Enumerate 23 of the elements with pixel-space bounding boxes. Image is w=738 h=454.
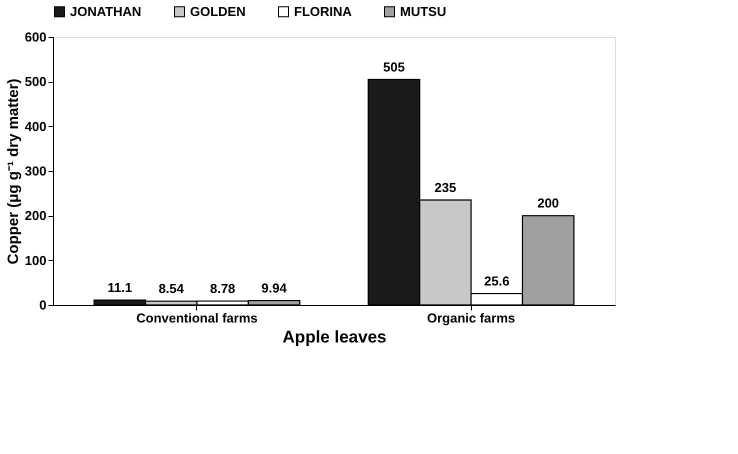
data-label: 25.6 bbox=[484, 274, 510, 289]
y-tick-label: 600 bbox=[24, 30, 46, 44]
data-label: 505 bbox=[383, 59, 405, 74]
y-tick-label: 0 bbox=[39, 298, 46, 312]
legend-label: FLORINA bbox=[294, 4, 352, 19]
y-tick-label: 500 bbox=[24, 74, 46, 90]
legend-label: MUTSU bbox=[400, 4, 446, 19]
x-axis-title: Apple leaves bbox=[282, 328, 386, 346]
data-label: 8.54 bbox=[158, 281, 185, 296]
data-label: 9.94 bbox=[261, 280, 288, 296]
y-axis-title: Copper (μg g⁻¹ dry matter) bbox=[4, 78, 22, 264]
data-label: 8.78 bbox=[210, 281, 236, 296]
legend-label: JONATHAN bbox=[70, 4, 142, 19]
data-label: 11.1 bbox=[108, 280, 132, 296]
y-tick-label: 200 bbox=[24, 208, 46, 224]
data-label: 235 bbox=[434, 180, 456, 196]
y-tick-label: 400 bbox=[24, 118, 46, 134]
x-tick-label: Conventional farms bbox=[136, 310, 258, 326]
x-tick-label: Organic farms bbox=[426, 310, 516, 326]
y-tick-label: 100 bbox=[24, 252, 46, 268]
data-label: 200 bbox=[537, 196, 560, 211]
y-tick-label: 300 bbox=[24, 164, 46, 178]
legend-label: GOLDEN bbox=[190, 4, 246, 19]
